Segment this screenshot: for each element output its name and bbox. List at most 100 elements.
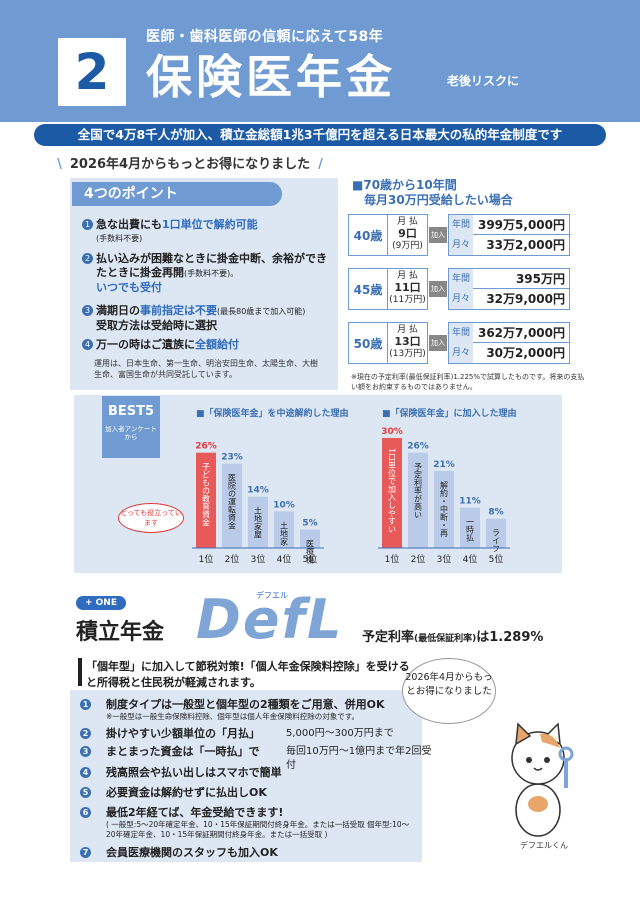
rate-value: は1.289% (476, 630, 544, 645)
feature-number: 6 (80, 807, 91, 818)
pay-yen: (9万円) (392, 241, 423, 251)
pay-yen: (11万円) (389, 295, 426, 305)
chart-rank-label: 5位 (489, 553, 504, 565)
annual-label: 年間 (449, 323, 473, 343)
best5-subtitle: 加入者アンケートから (105, 425, 157, 441)
chart-rank-label: 4位 (277, 553, 292, 565)
annual-label: 年間 (449, 215, 473, 235)
header-subtitle: 医師・歯科医師の信頼に応えて58年 (146, 29, 384, 45)
chart-bar (486, 518, 506, 548)
pension-row: 40歳 月 払 9口 (9万円) 加入 年間 399万5,000円 月々 33万2,… (348, 214, 570, 256)
pension-note: ※現在の予定利率(最低保証利率)1.225%で試算したものです。将来の支払い額を… (351, 373, 585, 391)
pension-heading-line: 毎月30万円受給したい場合 (364, 193, 513, 207)
monthly-value: 33万2,000円 (486, 238, 565, 252)
point-highlight: 1口単位で解約可能 (162, 218, 258, 231)
rate-label: 予定利率 (362, 630, 415, 645)
annual-value: 395万円 (515, 272, 565, 286)
chart-value-label: 26% (195, 442, 217, 452)
point-highlight: 全額給付 (195, 338, 239, 351)
feature-note: ( 一般型:5〜20年確定年金、10・15年保証期間付終身年金。または一括受取 … (106, 820, 410, 839)
feature-item: 6 最低2年経てば、年金受給できます! ( 一般型:5〜20年確定年金、10・1… (80, 806, 410, 840)
monthly-label: 月々 (449, 343, 473, 363)
age-cell: 45歳 (348, 268, 388, 310)
pay-cell: 月 払 11口 (11万円) (388, 268, 428, 310)
chart-category-label: 解約・中断・再 (440, 480, 449, 538)
chart-category-label: 子どもの教育資金 (202, 463, 211, 527)
point-number: 4 (82, 339, 93, 350)
page-title: 保険医年金 (146, 50, 396, 104)
arrow-icon: 加入 (429, 227, 447, 243)
section-number: 2 (58, 38, 126, 106)
chart-category-label: 医療機 (306, 540, 315, 565)
feature-item: 1 制度タイプは一般型と個年型の2種類をご用意、併用OK ※一般型は一般生命保険… (80, 698, 440, 722)
points-heading: 4つのポイント (72, 182, 282, 206)
age-cell: 50歳 (348, 322, 388, 364)
arrow-icon: 加入 (429, 335, 447, 351)
point-highlight: 事前指定は不要 (140, 304, 217, 317)
chart-category-label: 一時払 (466, 518, 475, 542)
point-sub: (最長80歳まで加入可能) (217, 307, 306, 316)
point-item: 3 満期日の事前指定は不要(最長80歳まで加入可能) 受取方法は受給時に選択 (82, 304, 332, 333)
plan-bar (78, 658, 82, 686)
chart-category-label: 1口単位で加入しやすい (388, 448, 397, 533)
feature-number: 5 (80, 787, 91, 798)
pension-row: 45歳 月 払 11口 (11万円) 加入 年間 395万円 月々 32万9,000… (348, 268, 570, 310)
defl-logo: DefL (196, 588, 344, 651)
rate-sub: (最低保証利率) (414, 634, 477, 644)
speech-bubble: とっても役立っています (118, 503, 184, 533)
chart-rank-label: 1位 (199, 553, 214, 565)
point-item: 4 万一の時はご遺族に全額給付 (82, 338, 332, 352)
chart-value-label: 14% (247, 486, 269, 496)
arrow-icon: 加入 (429, 281, 447, 297)
amount-cells: 年間 395万円 月々 32万9,000円 (448, 268, 570, 310)
pay-cell: 月 払 9口 (9万円) (388, 214, 428, 256)
chart-value-label: 11% (459, 497, 481, 507)
feature-right: 毎回10万円〜1億円まで年2回受付 (286, 746, 432, 771)
point-extra: いつでも受付 (96, 281, 162, 294)
chart-bar (248, 496, 268, 548)
feature-item: 2 掛けやすい少額単位の「月払」 5,000円〜300万円まで (80, 727, 440, 741)
chart-category-label: 土地家 (280, 520, 289, 545)
feature-text: 残高照会や払い出しはスマホで簡単 (106, 766, 282, 779)
one-badge: + ONE (76, 596, 126, 610)
point-text: 万一の時はご遺族に (96, 338, 195, 351)
tagline: 全国で4万8千人が加入、積立金総額1兆3千億円を超える日本最大の私的年金制度です (34, 124, 606, 146)
pay-label: 月 払 (397, 217, 418, 227)
chart-category-label: 土地家屋 (254, 506, 263, 540)
feature-item: 7 会員医療機関のスタッフも加入OK (80, 846, 440, 860)
feature-number: 1 (80, 699, 91, 710)
point-item: 2 払い込みが困難なときに掛金中断、余裕ができたときに掛金再開(手数料不要)。 … (82, 252, 332, 295)
chart-bar (274, 511, 294, 548)
feature-number: 7 (80, 847, 91, 858)
monthly-label: 月々 (449, 235, 473, 255)
feature-number: 2 (80, 728, 91, 739)
monthly-value: 32万9,000円 (486, 292, 565, 306)
chart-category-label: 予定利率が高い (414, 463, 423, 519)
feature-item: 5 必要資金は解約せずに払出しOK (80, 786, 440, 800)
features-panel (70, 690, 422, 862)
point-number: 3 (82, 305, 93, 316)
best5-badge: BEST5 加入者アンケートから (102, 396, 160, 458)
feature-number: 3 (80, 746, 91, 757)
chart-bar (222, 463, 242, 548)
chart-bar (300, 529, 320, 548)
point-number: 2 (82, 253, 93, 264)
chart-bar (196, 452, 216, 548)
chart-value-label: 5% (302, 519, 317, 529)
defl-ruby: デフエル (256, 591, 288, 600)
pay-units: 11口 (394, 281, 421, 294)
chart-value-label: 8% (488, 508, 503, 518)
chart-rank-label: 2位 (225, 553, 240, 565)
amount-cells: 年間 399万5,000円 月々 33万2,000円 (448, 214, 570, 256)
chart-bar (434, 471, 454, 548)
pay-yen: (13万円) (389, 349, 426, 359)
cat-mascot-icon (511, 722, 574, 837)
best5-title: BEST5 (107, 404, 155, 419)
points-footer: 運用は、日本生命、第一生命、明治安田生命、太陽生命、大樹生命、富国生命が共同受託… (94, 359, 318, 379)
chart-rank-label: 3位 (251, 553, 266, 565)
chart-rank-label: 5位 (303, 553, 318, 565)
feature-note: ※一般型は一般生命保険料控除、個年型は個人年金保険料控除の対象です。 (106, 712, 360, 721)
rate-text: 予定利率(最低保証利率)は1.289% (362, 626, 543, 645)
point-text: 満期日の (96, 304, 140, 317)
